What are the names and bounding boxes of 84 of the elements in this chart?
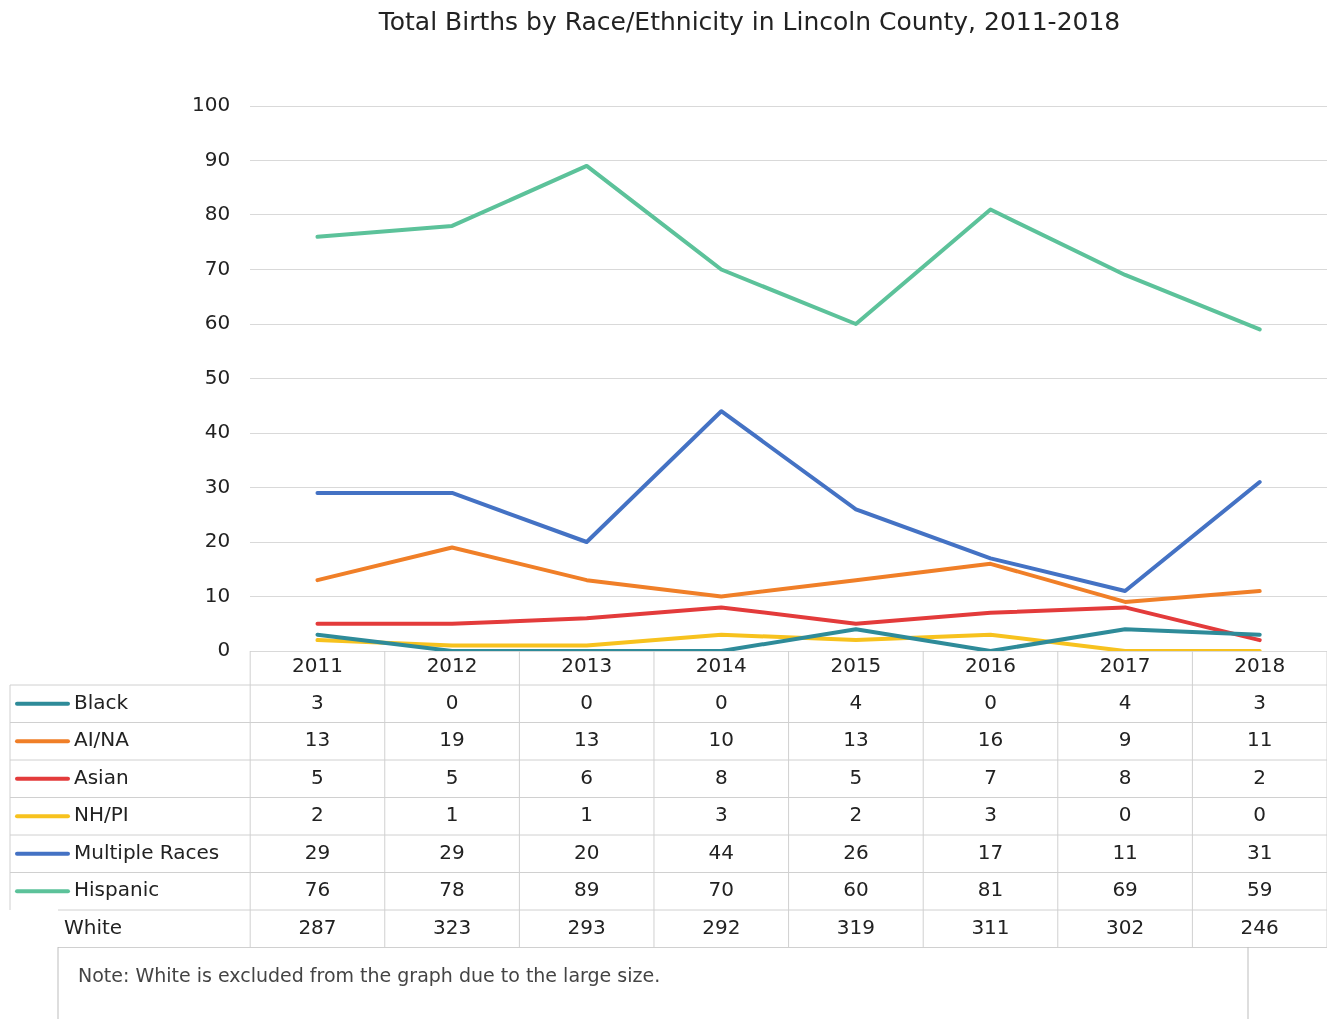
y-tick-label: 10 [204,582,231,607]
x-tick-label: 2015 [830,653,882,678]
data-label: 4 [849,689,863,714]
chart-title: Total Births by Race/Ethnicity in Lincoln County, 2011-2018 [377,6,1121,36]
text: 323 [432,914,472,939]
y-tick-label: 80 [204,201,231,226]
y-tick-label: 90 [204,146,231,171]
text: 246 [1240,914,1279,939]
data-label: 13 [573,727,600,752]
x-tick-label: 2014 [695,653,747,678]
data-label: 3 [984,802,997,827]
data-label: 5 [311,764,324,789]
data-label: 44 [708,839,735,864]
legend-label: NH/PI [74,802,129,827]
data-label: 8 [714,764,728,789]
data-label: 2 [849,802,863,827]
legend-label: Hispanic [74,877,160,902]
data-label: 16 [977,727,1004,752]
data-label: 3 [311,689,324,714]
data-label: 69 [1112,877,1138,902]
data-label: 60 [843,877,869,902]
data-label: 0 [1118,802,1132,827]
data-label: 13 [843,727,869,752]
data-label: 0 [1253,802,1267,827]
data-label: 1 [580,802,594,827]
data-label: 70 [708,877,735,902]
data-label: 3 [1253,689,1267,714]
y-tick-label: 50 [204,364,231,389]
data-label: 3 [714,802,728,827]
text: White [64,914,123,939]
data-label: 5 [445,764,459,789]
data-label: 4 [1118,689,1132,714]
text: 302 [1106,914,1145,939]
text: 292 [702,914,741,939]
legend-label: Asian [74,764,129,789]
data-label: 31 [1246,839,1273,864]
data-label: 76 [304,877,331,902]
data-label: 2 [1253,764,1267,789]
text: 287 [298,914,337,939]
legend-label: AI/NA [74,727,130,752]
x-tick-label: 2017 [1099,653,1151,678]
data-label: 59 [1246,877,1273,902]
y-tick-label: 40 [204,419,231,444]
data-label: 19 [439,727,465,752]
text: 311 [971,914,1010,939]
data-label: 29 [439,839,465,864]
data-label: 20 [573,839,600,864]
text: 319 [836,914,875,939]
data-label: 0 [580,689,594,714]
data-label: 6 [580,764,594,789]
y-tick-label: 30 [204,473,231,498]
legend-label: Multiple Races [74,839,220,864]
data-label: 1 [445,802,459,827]
y-tick-label: 20 [204,528,231,553]
legend-label: Black [74,689,129,714]
y-tick-label: 100 [191,92,231,117]
data-label: 10 [708,727,735,752]
data-label: 9 [1118,727,1132,752]
data-label: 7 [984,764,997,789]
data-label: 0 [984,689,997,714]
data-label: 89 [573,877,600,902]
text: Note: White is excluded from the graph due to the large size. [78,964,661,987]
x-tick-label: 2013 [561,653,613,678]
data-label: 78 [439,877,465,902]
data-label: 13 [304,727,331,752]
data-label: 8 [1118,764,1132,789]
data-label: 29 [304,839,331,864]
text: 293 [567,914,606,939]
data-label: 2 [311,802,324,827]
x-tick-label: 2011 [292,653,343,678]
y-tick-label: 70 [204,255,231,280]
y-tick-label: 0 [217,637,231,662]
x-tick-label: 2012 [426,653,478,678]
data-label: 0 [445,689,459,714]
data-label: 17 [977,839,1004,864]
data-label: 26 [843,839,869,864]
data-label: 11 [1246,727,1273,752]
data-label: 11 [1112,839,1138,864]
data-label: 0 [714,689,728,714]
data-label: 81 [977,877,1004,902]
data-label: 5 [849,764,863,789]
y-tick-label: 60 [204,310,231,335]
x-tick-label: 2018 [1234,653,1286,678]
x-tick-label: 2016 [965,653,1016,678]
